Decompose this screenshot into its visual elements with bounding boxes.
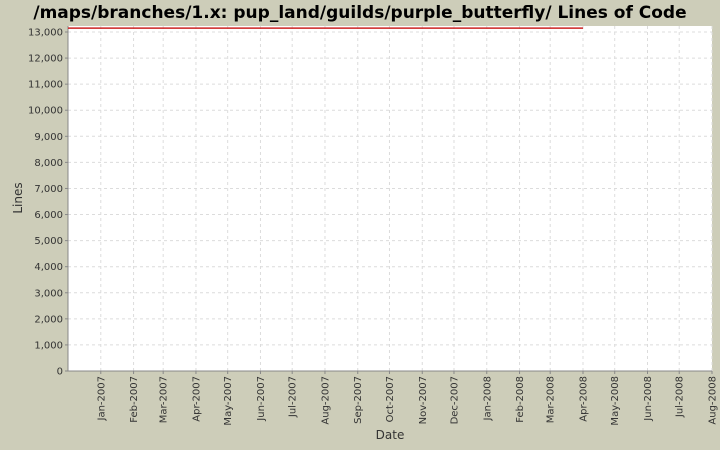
plot-area bbox=[68, 26, 712, 371]
x-tick-label: Jul-2008 bbox=[675, 376, 686, 418]
x-tick-label: Mar-2008 bbox=[546, 376, 557, 423]
y-tick-label: 7,000 bbox=[34, 184, 63, 195]
x-tick-label: Mar-2007 bbox=[159, 376, 170, 423]
x-tick-label: Jul-2007 bbox=[288, 376, 299, 418]
x-axis-label: Date bbox=[376, 428, 405, 442]
x-tick-label: Dec-2007 bbox=[449, 376, 460, 424]
y-tick-label: 2,000 bbox=[34, 314, 63, 325]
x-tick-label: Feb-2008 bbox=[515, 376, 526, 423]
x-tick-label: Nov-2007 bbox=[418, 376, 429, 424]
x-tick-label: Apr-2008 bbox=[578, 376, 589, 422]
y-tick-label: 13,000 bbox=[28, 27, 63, 38]
y-tick-label: 0 bbox=[57, 367, 63, 378]
x-tick-label: May-2007 bbox=[223, 376, 234, 426]
y-tick-label: 3,000 bbox=[34, 288, 63, 299]
x-tick-label: Sep-2007 bbox=[353, 376, 364, 424]
y-tick-label: 8,000 bbox=[34, 158, 63, 169]
y-tick-label: 12,000 bbox=[28, 54, 63, 65]
x-tick-label: Aug-2007 bbox=[320, 376, 331, 425]
y-tick-label: 10,000 bbox=[28, 106, 63, 117]
x-tick-label: May-2008 bbox=[610, 376, 621, 426]
y-tick-label: 1,000 bbox=[34, 340, 63, 351]
x-tick-label: Jun-2007 bbox=[256, 376, 267, 422]
x-tick-label: Jun-2008 bbox=[643, 376, 654, 422]
x-tick-label: Jan-2008 bbox=[482, 376, 493, 421]
y-axis-label: Lines bbox=[11, 182, 25, 213]
x-tick-label: Apr-2007 bbox=[191, 376, 202, 422]
y-tick-label: 11,000 bbox=[28, 80, 63, 91]
x-tick-label: Oct-2007 bbox=[385, 376, 396, 422]
x-tick-label: Jan-2007 bbox=[96, 376, 107, 421]
x-tick-label: Aug-2008 bbox=[708, 376, 719, 425]
y-tick-label: 6,000 bbox=[34, 210, 63, 221]
y-tick-label: 4,000 bbox=[34, 262, 63, 273]
y-tick-label: 9,000 bbox=[34, 132, 63, 143]
chart-title: /maps/branches/1.x: pup_land/guilds/purp… bbox=[33, 3, 686, 23]
y-tick-label: 5,000 bbox=[34, 236, 63, 247]
x-tick-label: Feb-2007 bbox=[129, 376, 140, 423]
